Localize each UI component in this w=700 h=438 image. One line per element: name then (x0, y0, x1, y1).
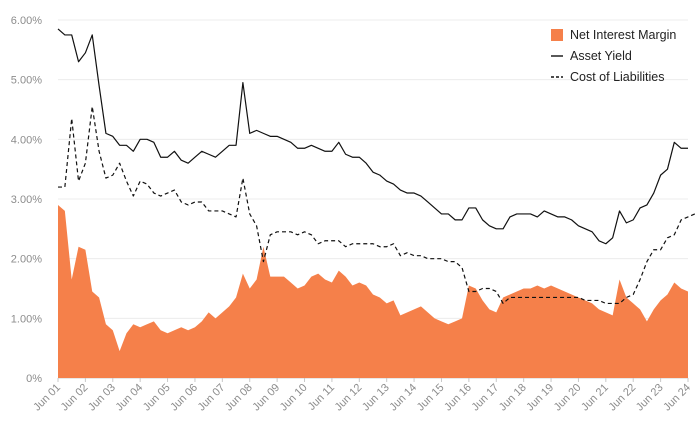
x-tick-label: Jun 21 (579, 382, 611, 414)
x-tick-label: Jun 24 (661, 382, 693, 414)
x-tick-label: Jun 13 (360, 382, 392, 414)
x-tick-label: Jun 18 (497, 382, 529, 414)
area-layer (58, 204, 688, 378)
legend-label: Net Interest Margin (570, 28, 676, 42)
y-tick-label: 2.00% (11, 254, 42, 266)
series-line-cost-of-liabilities (58, 105, 696, 305)
y-tick-label: 0% (26, 373, 42, 385)
series-area-net-interest-margin (58, 204, 688, 378)
y-tick-label: 1.00% (11, 313, 42, 325)
x-tick-label: Jun 17 (470, 382, 502, 414)
line-layer (57, 28, 696, 305)
x-tick-label: Jun 04 (113, 382, 145, 414)
legend-label: Asset Yield (570, 49, 632, 63)
x-tick-label: Jun 19 (524, 382, 556, 414)
x-tick-label: Jun 07 (196, 382, 228, 414)
x-tick-label: Jun 22 (606, 382, 638, 414)
x-tick-label: Jun 08 (223, 382, 255, 414)
y-tick-label: 4.00% (11, 134, 42, 146)
series-line-asset-yield (57, 28, 688, 245)
y-axis: 0% 1.00% 2.00% 3.00% 4.00% 5.00% 6.00% (11, 15, 42, 385)
x-tick-label: Jun 14 (387, 382, 419, 414)
x-tick-label: Jun 03 (86, 382, 118, 414)
x-tick-label: Jun 10 (278, 382, 310, 414)
x-tick-label: Jun 20 (552, 382, 584, 414)
x-tick-label: Jun 23 (634, 382, 666, 414)
legend-swatch-area (551, 29, 563, 41)
grid-lines (58, 19, 688, 379)
legend: Net Interest Margin Asset Yield Cost of Li… (551, 28, 676, 84)
x-tick-label: Jun 01 (31, 382, 63, 414)
x-tick-label: Jun 15 (415, 382, 447, 414)
y-tick-label: 5.00% (11, 75, 42, 87)
x-tick-label: Jun 12 (333, 382, 365, 414)
y-tick-label: 3.00% (11, 194, 42, 206)
x-tick-label: Jun 09 (250, 382, 282, 414)
legend-label: Cost of Liabilities (570, 70, 665, 84)
x-tick-label: Jun 02 (59, 382, 91, 414)
x-tick-label: Jun 05 (141, 382, 173, 414)
x-tick-label: Jun 16 (442, 382, 474, 414)
x-tick-label: Jun 06 (168, 382, 200, 414)
y-tick-label: 6.00% (11, 15, 42, 27)
x-tick-label: Jun 11 (306, 382, 337, 413)
